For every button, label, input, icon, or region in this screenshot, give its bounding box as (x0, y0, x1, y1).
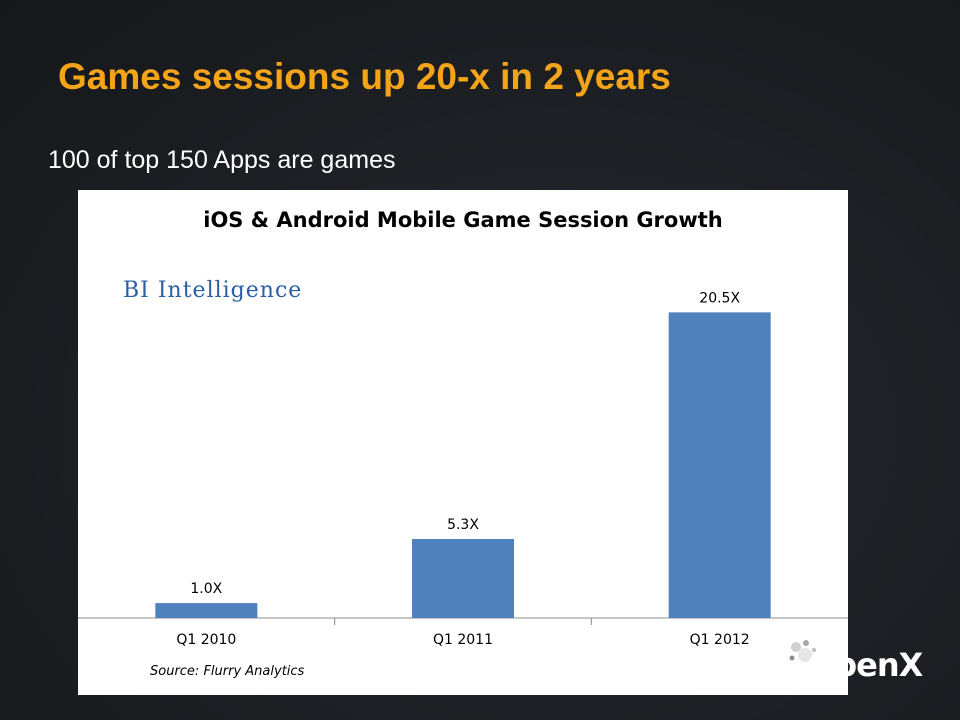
slide-subtitle: 100 of top 150 Apps are games (48, 146, 396, 174)
bar (412, 538, 514, 618)
bar (155, 603, 258, 618)
openx-logo: OpenX (786, 636, 926, 696)
openx-logo-text: OpenX (808, 646, 923, 684)
bar (668, 312, 771, 618)
x-tick-label: Q1 2010 (176, 632, 236, 648)
bi-intelligence-logo: BI Intelligence (123, 278, 303, 303)
data-label: 5.3X (447, 517, 479, 533)
bar-chart: 1.0X Q1 2010 5.3X Q1 2011 20.5X Q1 2012 (78, 290, 848, 648)
x-tick-label: Q1 2012 (690, 632, 750, 648)
data-label: 1.0X (190, 581, 222, 597)
chart-source: Source: Flurry Analytics (150, 664, 305, 679)
chart-title: iOS & Android Mobile Game Session Growth (203, 208, 723, 232)
slide-title: Games sessions up 20-x in 2 years (58, 56, 671, 97)
x-tick-label: Q1 2011 (433, 632, 493, 648)
data-label: 20.5X (699, 290, 740, 306)
openx-dots-icon (789, 640, 816, 662)
chart-panel: iOS & Android Mobile Game Session Growth… (78, 190, 848, 695)
